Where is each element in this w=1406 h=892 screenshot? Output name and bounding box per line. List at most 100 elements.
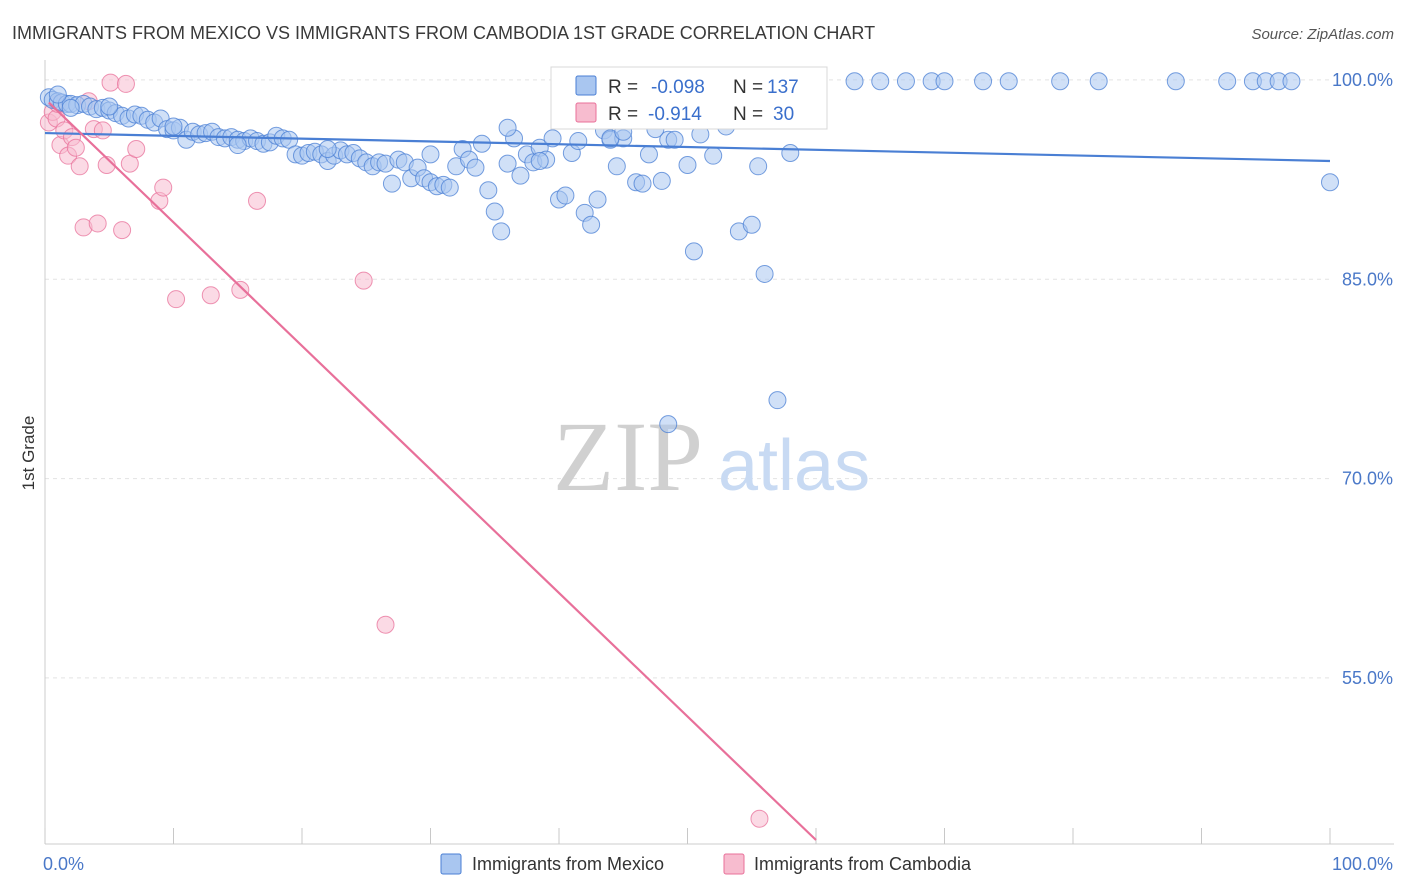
point-cambodia-24 — [231, 280, 250, 299]
y-tick-label-1: 85.0% — [1342, 269, 1393, 289]
point-mexico-98 — [678, 155, 697, 174]
point-mexico-95 — [652, 171, 671, 190]
trendlines — [44, 101, 1331, 841]
point-mexico-90 — [607, 157, 626, 176]
watermark: ZIP atlas — [553, 401, 870, 512]
point-cambodia-22 — [167, 290, 186, 309]
point-cambodia-27 — [376, 615, 395, 634]
point-mexico-84 — [569, 132, 588, 151]
legend: Immigrants from Mexico Immigrants from C… — [440, 853, 972, 875]
point-cambodia-25 — [248, 191, 267, 210]
legend-label-mexico: Immigrants from Mexico — [472, 854, 664, 874]
point-mexico-129 — [1282, 72, 1301, 91]
stats-n-value-cambodia: 30 — [773, 104, 794, 125]
point-mexico-116 — [871, 72, 890, 91]
stats-r-label-cambodia: R = — [608, 104, 638, 125]
point-mexico-123 — [1089, 72, 1108, 91]
point-mexico-105 — [749, 157, 768, 176]
stats-n-value-mexico: 137 — [767, 77, 799, 98]
chart-title: IMMIGRANTS FROM MEXICO VS IMMIGRANTS FRO… — [12, 23, 875, 43]
point-mexico-137 — [421, 145, 440, 164]
y-axis-label: 1st Grade — [19, 416, 38, 491]
point-mexico-124 — [1166, 72, 1185, 91]
y-tick-label-0: 100.0% — [1332, 70, 1393, 90]
point-cambodia-19 — [127, 140, 146, 159]
point-cambodia-13 — [93, 121, 112, 140]
legend-swatch-cambodia — [723, 853, 745, 875]
point-mexico-94 — [639, 145, 658, 164]
point-mexico-139 — [228, 136, 247, 155]
point-mexico-80 — [543, 129, 562, 148]
point-mexico-75 — [511, 166, 530, 185]
point-cambodia-7 — [66, 138, 85, 157]
point-mexico-108 — [781, 144, 800, 163]
stats-n-label-mexico: N = — [733, 77, 763, 98]
point-mexico-86 — [582, 215, 601, 234]
point-mexico-68 — [466, 158, 485, 177]
point-mexico-93 — [633, 174, 652, 193]
point-mexico-82 — [556, 186, 575, 205]
stats-box: R = -0.098 N = 137 R = -0.914 N = 30 — [550, 66, 828, 130]
point-mexico-73 — [498, 154, 517, 173]
watermark-zip: ZIP — [553, 401, 703, 512]
x-tick-label-1: 100.0% — [1332, 854, 1393, 874]
point-mexico-71 — [485, 202, 504, 221]
point-cambodia-8 — [70, 157, 89, 176]
stats-n-label-cambodia: N = — [733, 104, 763, 125]
trendline-mexico — [44, 131, 1331, 163]
point-mexico-143 — [48, 85, 67, 104]
stats-box-frame — [550, 66, 828, 130]
point-mexico-64 — [440, 178, 459, 197]
x-tick-label-0: 0.0% — [43, 854, 84, 874]
point-cambodia-17 — [116, 74, 135, 93]
point-mexico-131 — [659, 415, 678, 434]
point-mexico-121 — [999, 72, 1018, 91]
point-mexico-115 — [845, 72, 864, 91]
point-mexico-106 — [755, 264, 774, 283]
point-mexico-70 — [479, 181, 498, 200]
point-mexico-133 — [530, 151, 549, 170]
watermark-atlas: atlas — [718, 426, 870, 506]
point-mexico-142 — [61, 98, 80, 117]
point-mexico-72 — [492, 222, 511, 241]
point-mexico-140 — [164, 117, 183, 136]
legend-label-cambodia: Immigrants from Cambodia — [754, 854, 972, 874]
point-mexico-87 — [588, 190, 607, 209]
point-mexico-55 — [382, 174, 401, 193]
point-cambodia-12 — [88, 214, 107, 233]
point-cambodia-28 — [750, 809, 769, 828]
point-mexico-104 — [742, 215, 761, 234]
point-mexico-138 — [318, 140, 337, 159]
point-mexico-101 — [704, 146, 723, 165]
point-cambodia-26 — [354, 271, 373, 290]
y-tick-label-2: 70.0% — [1342, 469, 1393, 489]
point-mexico-141 — [100, 97, 119, 116]
stats-swatch-cambodia — [575, 102, 597, 123]
point-mexico-117 — [896, 72, 915, 91]
stats-r-label-mexico: R = — [608, 77, 638, 98]
y-tick-label-3: 55.0% — [1342, 668, 1393, 688]
point-mexico-122 — [1051, 72, 1070, 91]
point-mexico-107 — [768, 391, 787, 410]
stats-r-value-cambodia: -0.914 — [648, 104, 702, 125]
point-mexico-119 — [935, 72, 954, 91]
point-mexico-125 — [1218, 72, 1237, 91]
x-tick-labels: 0.0% 100.0% — [43, 854, 1393, 874]
legend-swatch-mexico — [440, 853, 462, 875]
point-cambodia-16 — [113, 221, 132, 240]
point-mexico-130 — [1321, 173, 1339, 192]
point-mexico-134 — [498, 118, 517, 137]
point-mexico-97 — [665, 130, 684, 149]
trendline-cambodia — [48, 101, 817, 841]
y-tick-labels: 100.0% 85.0% 70.0% 55.0% — [1332, 70, 1393, 688]
stats-r-value-mexico: -0.098 — [651, 77, 705, 98]
point-mexico-99 — [684, 242, 703, 261]
stats-swatch-mexico — [575, 75, 597, 96]
point-cambodia-15 — [101, 73, 120, 92]
point-mexico-120 — [974, 72, 993, 91]
point-cambodia-23 — [201, 286, 220, 305]
chart-source: Source: ZipAtlas.com — [1251, 26, 1394, 43]
point-cambodia-21 — [154, 178, 173, 197]
axes — [44, 60, 1394, 845]
